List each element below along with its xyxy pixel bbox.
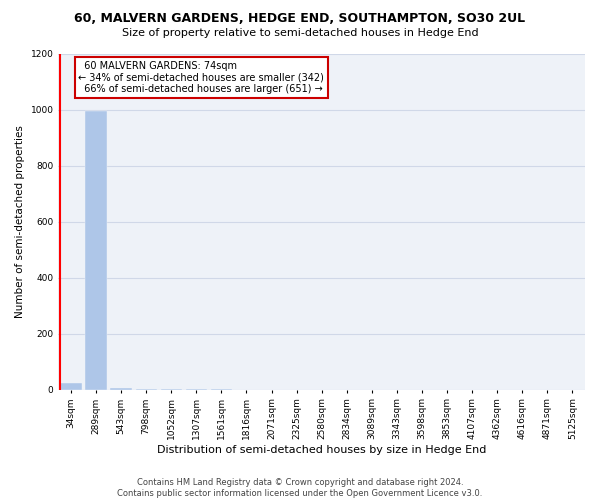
Bar — [85, 112, 107, 390]
Y-axis label: Number of semi-detached properties: Number of semi-detached properties — [15, 125, 25, 318]
Text: 60 MALVERN GARDENS: 74sqm
← 34% of semi-detached houses are smaller (342)
  66% : 60 MALVERN GARDENS: 74sqm ← 34% of semi-… — [79, 60, 325, 94]
Bar — [136, 389, 157, 390]
Bar — [110, 388, 132, 390]
Bar — [60, 382, 82, 390]
Text: Contains HM Land Registry data © Crown copyright and database right 2024.
Contai: Contains HM Land Registry data © Crown c… — [118, 478, 482, 498]
X-axis label: Distribution of semi-detached houses by size in Hedge End: Distribution of semi-detached houses by … — [157, 445, 487, 455]
Text: 60, MALVERN GARDENS, HEDGE END, SOUTHAMPTON, SO30 2UL: 60, MALVERN GARDENS, HEDGE END, SOUTHAMP… — [74, 12, 526, 26]
Text: Size of property relative to semi-detached houses in Hedge End: Size of property relative to semi-detach… — [122, 28, 478, 38]
